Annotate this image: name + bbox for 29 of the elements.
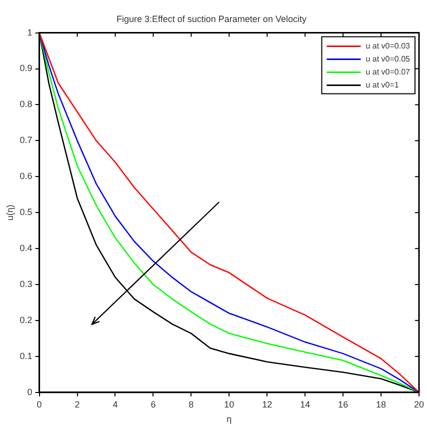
y-tick-label: 0.4 [20,243,32,254]
legend-label: u at v0=1 [366,80,400,90]
y-tick-label: 1 [27,27,32,38]
x-tick-label: 10 [224,399,234,410]
y-tick-label: 0.2 [20,314,32,325]
chart-title: Figure 3:Effect of suction Parameter on Velocity [116,14,307,24]
y-tick-label: 0.7 [20,135,32,146]
y-axis-title: u(η) [4,204,15,221]
x-tick-label: 14 [300,399,310,410]
y-tick-label: 0.1 [20,350,32,361]
x-tick-label: 20 [414,399,424,410]
x-tick-label: 0 [36,399,42,410]
x-tick-label: 8 [188,399,194,410]
x-tick-label: 16 [338,399,348,410]
y-tick-label: 0.5 [20,207,32,218]
y-tick-label: 0 [27,386,32,397]
y-tick-label: 0.6 [20,171,32,182]
x-tick-label: 2 [74,399,80,410]
y-tick-label: 0.9 [20,63,32,74]
x-axis-title: η [226,414,232,424]
x-tick-label: 12 [262,399,272,410]
x-tick-label: 4 [112,399,118,410]
y-tick-label: 0.8 [20,99,32,110]
legend-label: u at v0=0.05 [366,54,411,64]
y-tick-label: 0.3 [20,279,32,290]
legend-label: u at v0=0.03 [366,42,411,51]
x-tick-label: 18 [376,399,386,410]
x-tick-label: 6 [150,399,156,410]
legend-label: u at v0=0.07 [366,68,411,77]
